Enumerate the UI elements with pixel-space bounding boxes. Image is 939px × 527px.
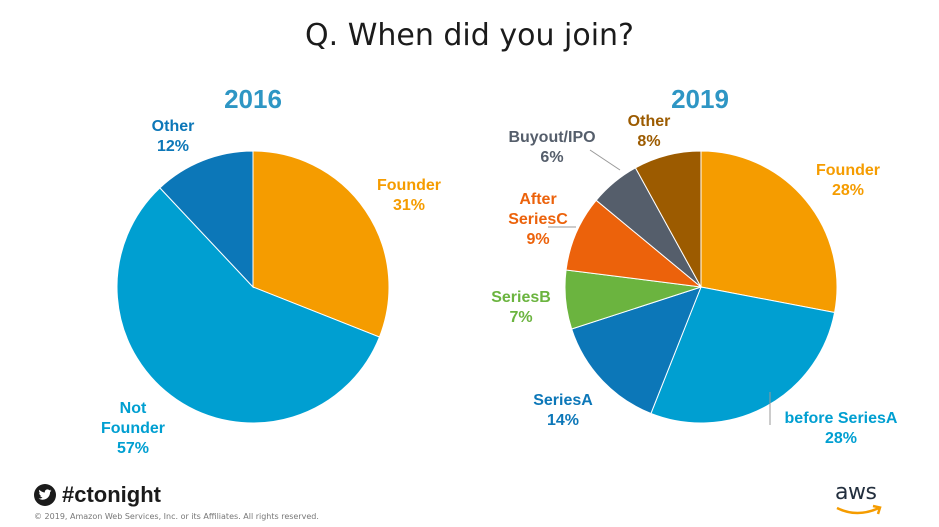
label-2019-series-a: SeriesA 14% — [533, 392, 593, 429]
page-title: Q. When did you join? — [305, 18, 634, 53]
pie-slice-2016-not-founder — [116, 187, 381, 424]
pie-2016 — [116, 150, 390, 424]
label-2016-not-founder: Not Founder 57% — [101, 400, 165, 457]
hashtag: #ctonight — [34, 482, 161, 508]
pie-slice-2016-founder — [252, 150, 390, 338]
twitter-icon — [34, 484, 56, 506]
pie-slice-2016-other — [159, 150, 254, 289]
label-2019-series-b: SeriesB 7% — [491, 289, 551, 326]
label-2016-founder: Founder 31% — [377, 177, 441, 214]
label-2019-buyout: Buyout/IPO 6% — [508, 129, 596, 166]
label-2019-before-series-a: before SeriesA 28% — [784, 410, 898, 447]
label-2019-other: Other 8% — [627, 113, 671, 150]
label-2019-founder: Founder 28% — [816, 162, 880, 199]
chart-title-2019: 2019 — [671, 84, 729, 114]
label-2016-other: Other 12% — [151, 118, 195, 155]
pie-slice-2019-other — [634, 150, 702, 288]
hashtag-text: #ctonight — [62, 482, 161, 507]
chart-title-2016: 2016 — [224, 84, 282, 114]
pie-slice-2019-founder — [700, 150, 838, 314]
aws-smile-icon — [836, 504, 882, 515]
label-2019-after-series-c: After SeriesC 9% — [508, 191, 568, 248]
pie-2019 — [564, 150, 838, 424]
pie-slice-2019-before-seriesa — [650, 286, 836, 424]
aws-logo: aws — [833, 478, 893, 518]
copyright: © 2019, Amazon Web Services, Inc. or its… — [34, 512, 319, 521]
leader-line-buyout — [589, 149, 621, 171]
